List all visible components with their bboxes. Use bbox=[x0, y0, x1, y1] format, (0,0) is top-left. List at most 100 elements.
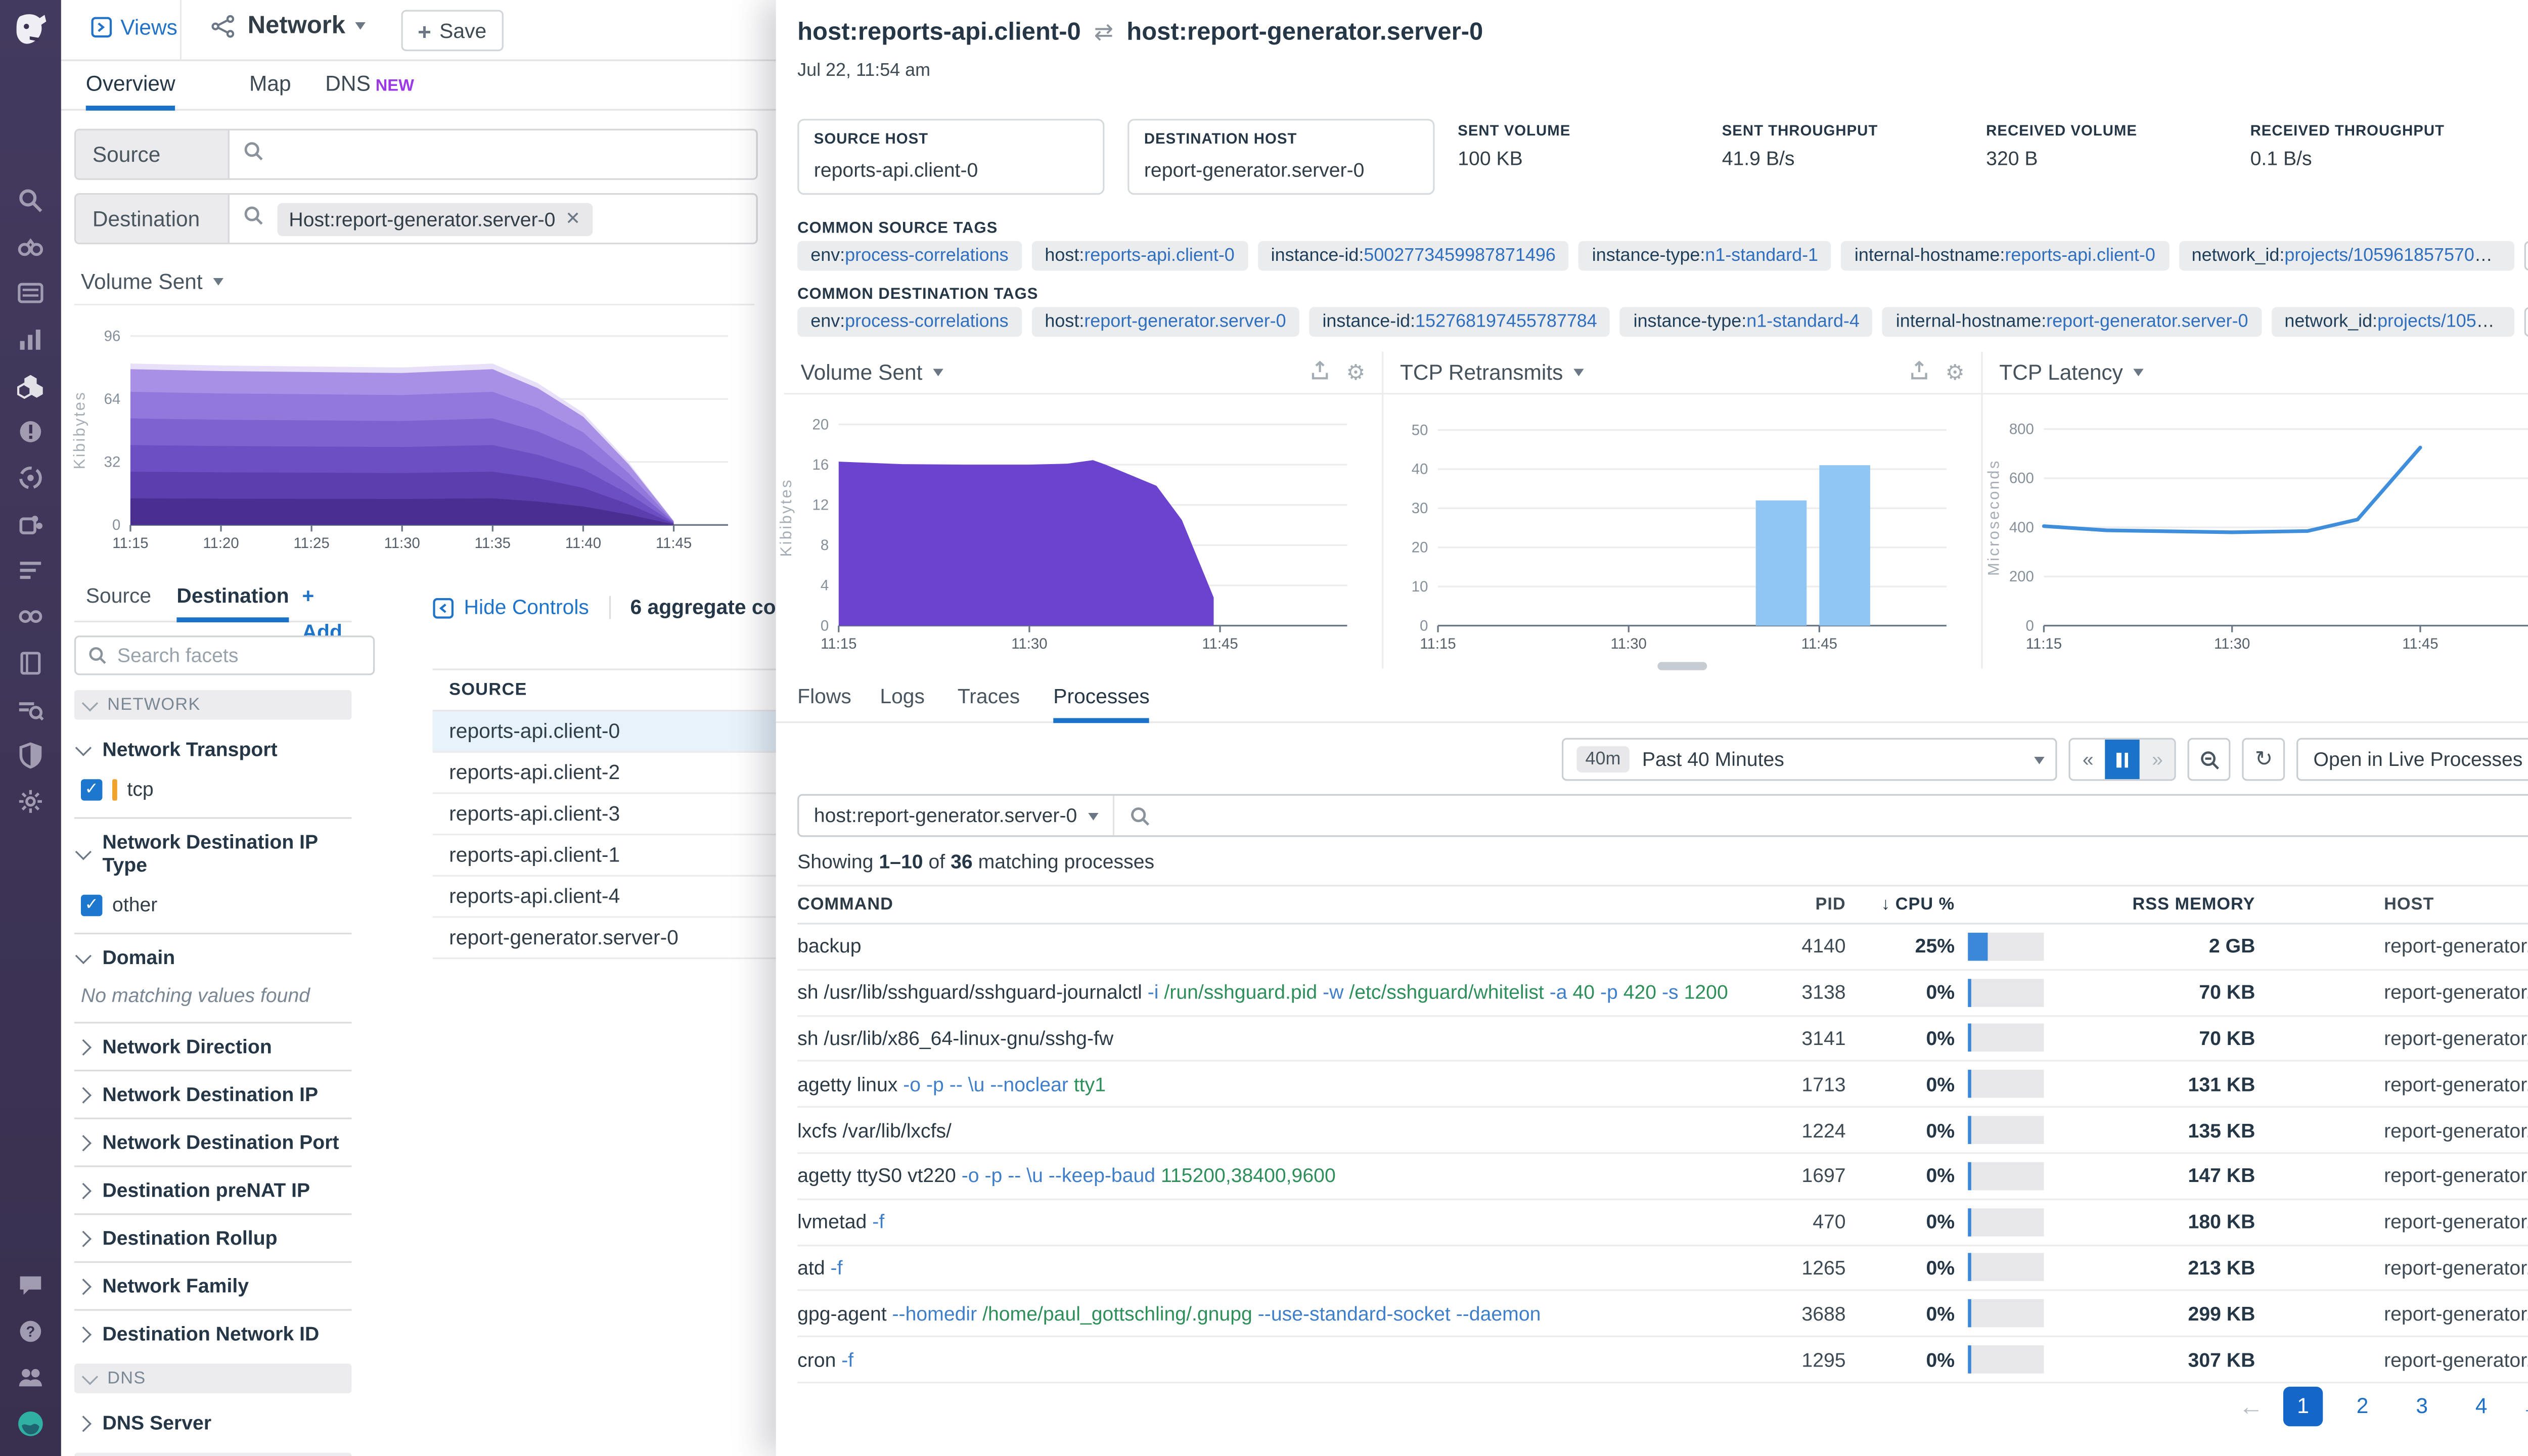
process-filter-scope[interactable]: host:report-generator.server-0 ▾ bbox=[799, 795, 1114, 836]
process-row[interactable]: sh /usr/lib/x86_64-linux-gnu/sshg-fw 3141… bbox=[797, 1016, 2528, 1062]
previous-page-icon[interactable]: ← bbox=[2238, 1392, 2264, 1421]
synthetics-icon[interactable] bbox=[17, 603, 45, 631]
tab-logs[interactable]: Logs bbox=[880, 685, 925, 708]
views-button[interactable]: Views bbox=[91, 15, 177, 39]
source-row[interactable]: report-generator.server-0 bbox=[432, 918, 776, 960]
destination-host-card[interactable]: DESTINATION HOST report-generator.server… bbox=[1127, 119, 1435, 195]
destination-query-input[interactable]: Destination Host:report-generator.server… bbox=[74, 193, 758, 245]
drag-handle[interactable] bbox=[1657, 662, 1707, 670]
process-row[interactable]: gpg-agent --homedir /home/paul_gottschli… bbox=[797, 1292, 2528, 1338]
facet-group-header[interactable]: Network Family bbox=[75, 1275, 351, 1298]
facet-tab-source[interactable]: Source bbox=[85, 584, 152, 608]
next-page-icon[interactable]: → bbox=[2521, 1392, 2528, 1421]
facet-group-header[interactable]: Network Destination IP Type bbox=[75, 830, 351, 877]
avatar-icon[interactable] bbox=[17, 1410, 45, 1438]
infrastructure-icon[interactable] bbox=[17, 279, 45, 307]
apm-icon[interactable] bbox=[17, 464, 45, 492]
process-row[interactable]: cron -f 1295 0% 307 KB report-generator.s... bbox=[797, 1337, 2528, 1384]
chart-metric-selector[interactable]: Volume Sent bbox=[800, 359, 923, 385]
page-button-4[interactable]: 4 bbox=[2475, 1393, 2488, 1418]
tag-pill[interactable]: network_id:projects/1059618575704/networ… bbox=[2178, 241, 2515, 271]
tab-processes[interactable]: Processes bbox=[1053, 677, 1151, 723]
tag-pill[interactable]: instance-type:n1-standard-4 bbox=[1620, 307, 1873, 337]
volume-sent-chart[interactable]: 0 4 8 12 16 20 11:15 11:30 11:45 bbox=[789, 398, 1370, 673]
source-row[interactable]: reports-api.client-0 bbox=[432, 711, 776, 753]
column-command[interactable]: COMMAND bbox=[797, 894, 893, 915]
column-host[interactable]: HOST bbox=[2384, 894, 2434, 915]
process-row[interactable]: agetty linux -o -p -- \u --noclear tty1 1… bbox=[797, 1062, 2528, 1108]
forward-button[interactable]: » bbox=[2140, 739, 2175, 780]
facet-group-header[interactable]: Network Transport bbox=[75, 738, 351, 761]
tag-pill[interactable]: env:process-correlations bbox=[797, 307, 1022, 337]
checkbox[interactable]: ✓ bbox=[80, 778, 103, 800]
chart-metric-selector[interactable]: TCP Retransmits bbox=[1400, 359, 1563, 385]
overview-metric-selector[interactable]: Volume Sent ▾ bbox=[80, 269, 223, 294]
pause-button[interactable] bbox=[2105, 739, 2140, 780]
tab-overview[interactable]: Overview bbox=[85, 60, 176, 111]
export-icon[interactable] bbox=[1310, 359, 1331, 385]
facet-tab-add[interactable]: + Add bbox=[302, 584, 342, 644]
tag-overflow-button[interactable]: +5 bbox=[2525, 307, 2528, 337]
tag-overflow-button[interactable]: +5 bbox=[2525, 241, 2528, 271]
destination-filter-chip[interactable]: Host:report-generator.server-0 ✕ bbox=[277, 202, 593, 236]
facet-group-header[interactable]: Network Destination Port bbox=[75, 1131, 351, 1154]
process-row[interactable]: lvmetad -f 470 0% 180 KB report-generator.s.… bbox=[797, 1200, 2528, 1246]
tag-pill[interactable]: internal-hostname:reports-api.client-0 bbox=[1841, 241, 2169, 271]
tag-pill[interactable]: env:process-correlations bbox=[797, 241, 1022, 271]
column-pid[interactable]: PID bbox=[1815, 894, 1846, 915]
source-row[interactable]: reports-api.client-3 bbox=[432, 794, 776, 836]
tag-pill[interactable]: instance-type:n1-standard-1 bbox=[1578, 241, 1832, 271]
time-range-select[interactable]: 40m Past 40 Minutes ▾ bbox=[1562, 738, 2058, 781]
export-icon[interactable] bbox=[1909, 359, 1930, 385]
live-tail-icon[interactable] bbox=[17, 695, 45, 723]
help-icon[interactable]: ? bbox=[17, 1317, 45, 1346]
column-cpu[interactable]: ↓ CPU % bbox=[1881, 894, 1955, 915]
metrics-icon[interactable] bbox=[17, 325, 45, 353]
source-query-input[interactable]: Source bbox=[74, 128, 758, 180]
source-host-card[interactable]: SOURCE HOST reports-api.client-0 bbox=[797, 119, 1105, 195]
column-rss-memory[interactable]: RSS MEMORY bbox=[2132, 894, 2255, 915]
page-button-2[interactable]: 2 bbox=[2356, 1393, 2369, 1418]
page-button-1[interactable]: 1 bbox=[2283, 1386, 2323, 1427]
page-switcher[interactable]: Network ▾ bbox=[210, 12, 366, 39]
network-icon[interactable] bbox=[17, 372, 45, 400]
process-row[interactable]: atd -f 1265 0% 213 KB report-generator.s... bbox=[797, 1246, 2528, 1292]
tag-pill[interactable]: internal-hostname:report-generator.serve… bbox=[1882, 307, 2262, 337]
process-row[interactable]: lxcfs /var/lib/lxcfs/1224 0% 135 KB report-… bbox=[797, 1108, 2528, 1154]
watchdog-icon[interactable] bbox=[17, 233, 45, 261]
zoom-out-button[interactable] bbox=[2188, 738, 2231, 781]
tab-map[interactable]: Map bbox=[249, 71, 291, 96]
facet-section-dns[interactable]: DNS bbox=[74, 1363, 352, 1393]
datadog-logo-icon[interactable] bbox=[8, 8, 53, 53]
chat-icon[interactable] bbox=[17, 1271, 45, 1299]
security-icon[interactable] bbox=[17, 741, 45, 769]
gear-icon[interactable]: ⚙ bbox=[1945, 359, 1965, 384]
facet-value-row[interactable]: ✓ other bbox=[80, 893, 352, 916]
facet-group-header[interactable]: Network Direction bbox=[75, 1035, 351, 1058]
process-row[interactable]: backup 4140 25% 2 GB report-generator.s... bbox=[797, 925, 2528, 971]
tag-pill[interactable]: network_id:projects/1059618575704/networ… bbox=[2271, 307, 2515, 337]
tab-flows[interactable]: Flows bbox=[797, 685, 851, 708]
save-button[interactable]: + Save bbox=[401, 10, 503, 52]
process-filter-input[interactable]: host:report-generator.server-0 ▾ bbox=[797, 794, 2528, 837]
facet-group-header[interactable]: Destination Rollup bbox=[75, 1226, 351, 1250]
open-in-live-processes-button[interactable]: Open in Live Processes bbox=[2296, 738, 2528, 781]
search-icon[interactable] bbox=[17, 187, 45, 215]
refresh-button[interactable]: ↻ bbox=[2242, 738, 2286, 781]
tag-pill[interactable]: instance-id:5002773459987871496 bbox=[1257, 241, 1569, 271]
gear-icon[interactable]: ⚙ bbox=[1346, 359, 1366, 384]
checkbox[interactable]: ✓ bbox=[80, 894, 103, 916]
invite-users-icon[interactable] bbox=[17, 1363, 45, 1392]
facet-section-network[interactable]: NETWORK bbox=[74, 690, 352, 720]
hide-controls-button[interactable]: Hide Controls bbox=[433, 596, 589, 619]
tag-pill[interactable]: instance-id:152768197455787784 bbox=[1309, 307, 1610, 337]
facet-group-header[interactable]: Destination Network ID bbox=[75, 1323, 351, 1345]
logs-icon[interactable] bbox=[17, 556, 45, 584]
rewind-button[interactable]: « bbox=[2070, 739, 2106, 780]
facet-value-row[interactable]: ✓ tcp bbox=[80, 778, 352, 801]
source-row[interactable]: reports-api.client-4 bbox=[432, 877, 776, 918]
remove-filter-icon[interactable]: ✕ bbox=[565, 209, 581, 230]
page-button-3[interactable]: 3 bbox=[2416, 1393, 2428, 1418]
settings-icon[interactable] bbox=[17, 788, 45, 816]
facet-search-input[interactable]: Search facets bbox=[74, 635, 375, 675]
